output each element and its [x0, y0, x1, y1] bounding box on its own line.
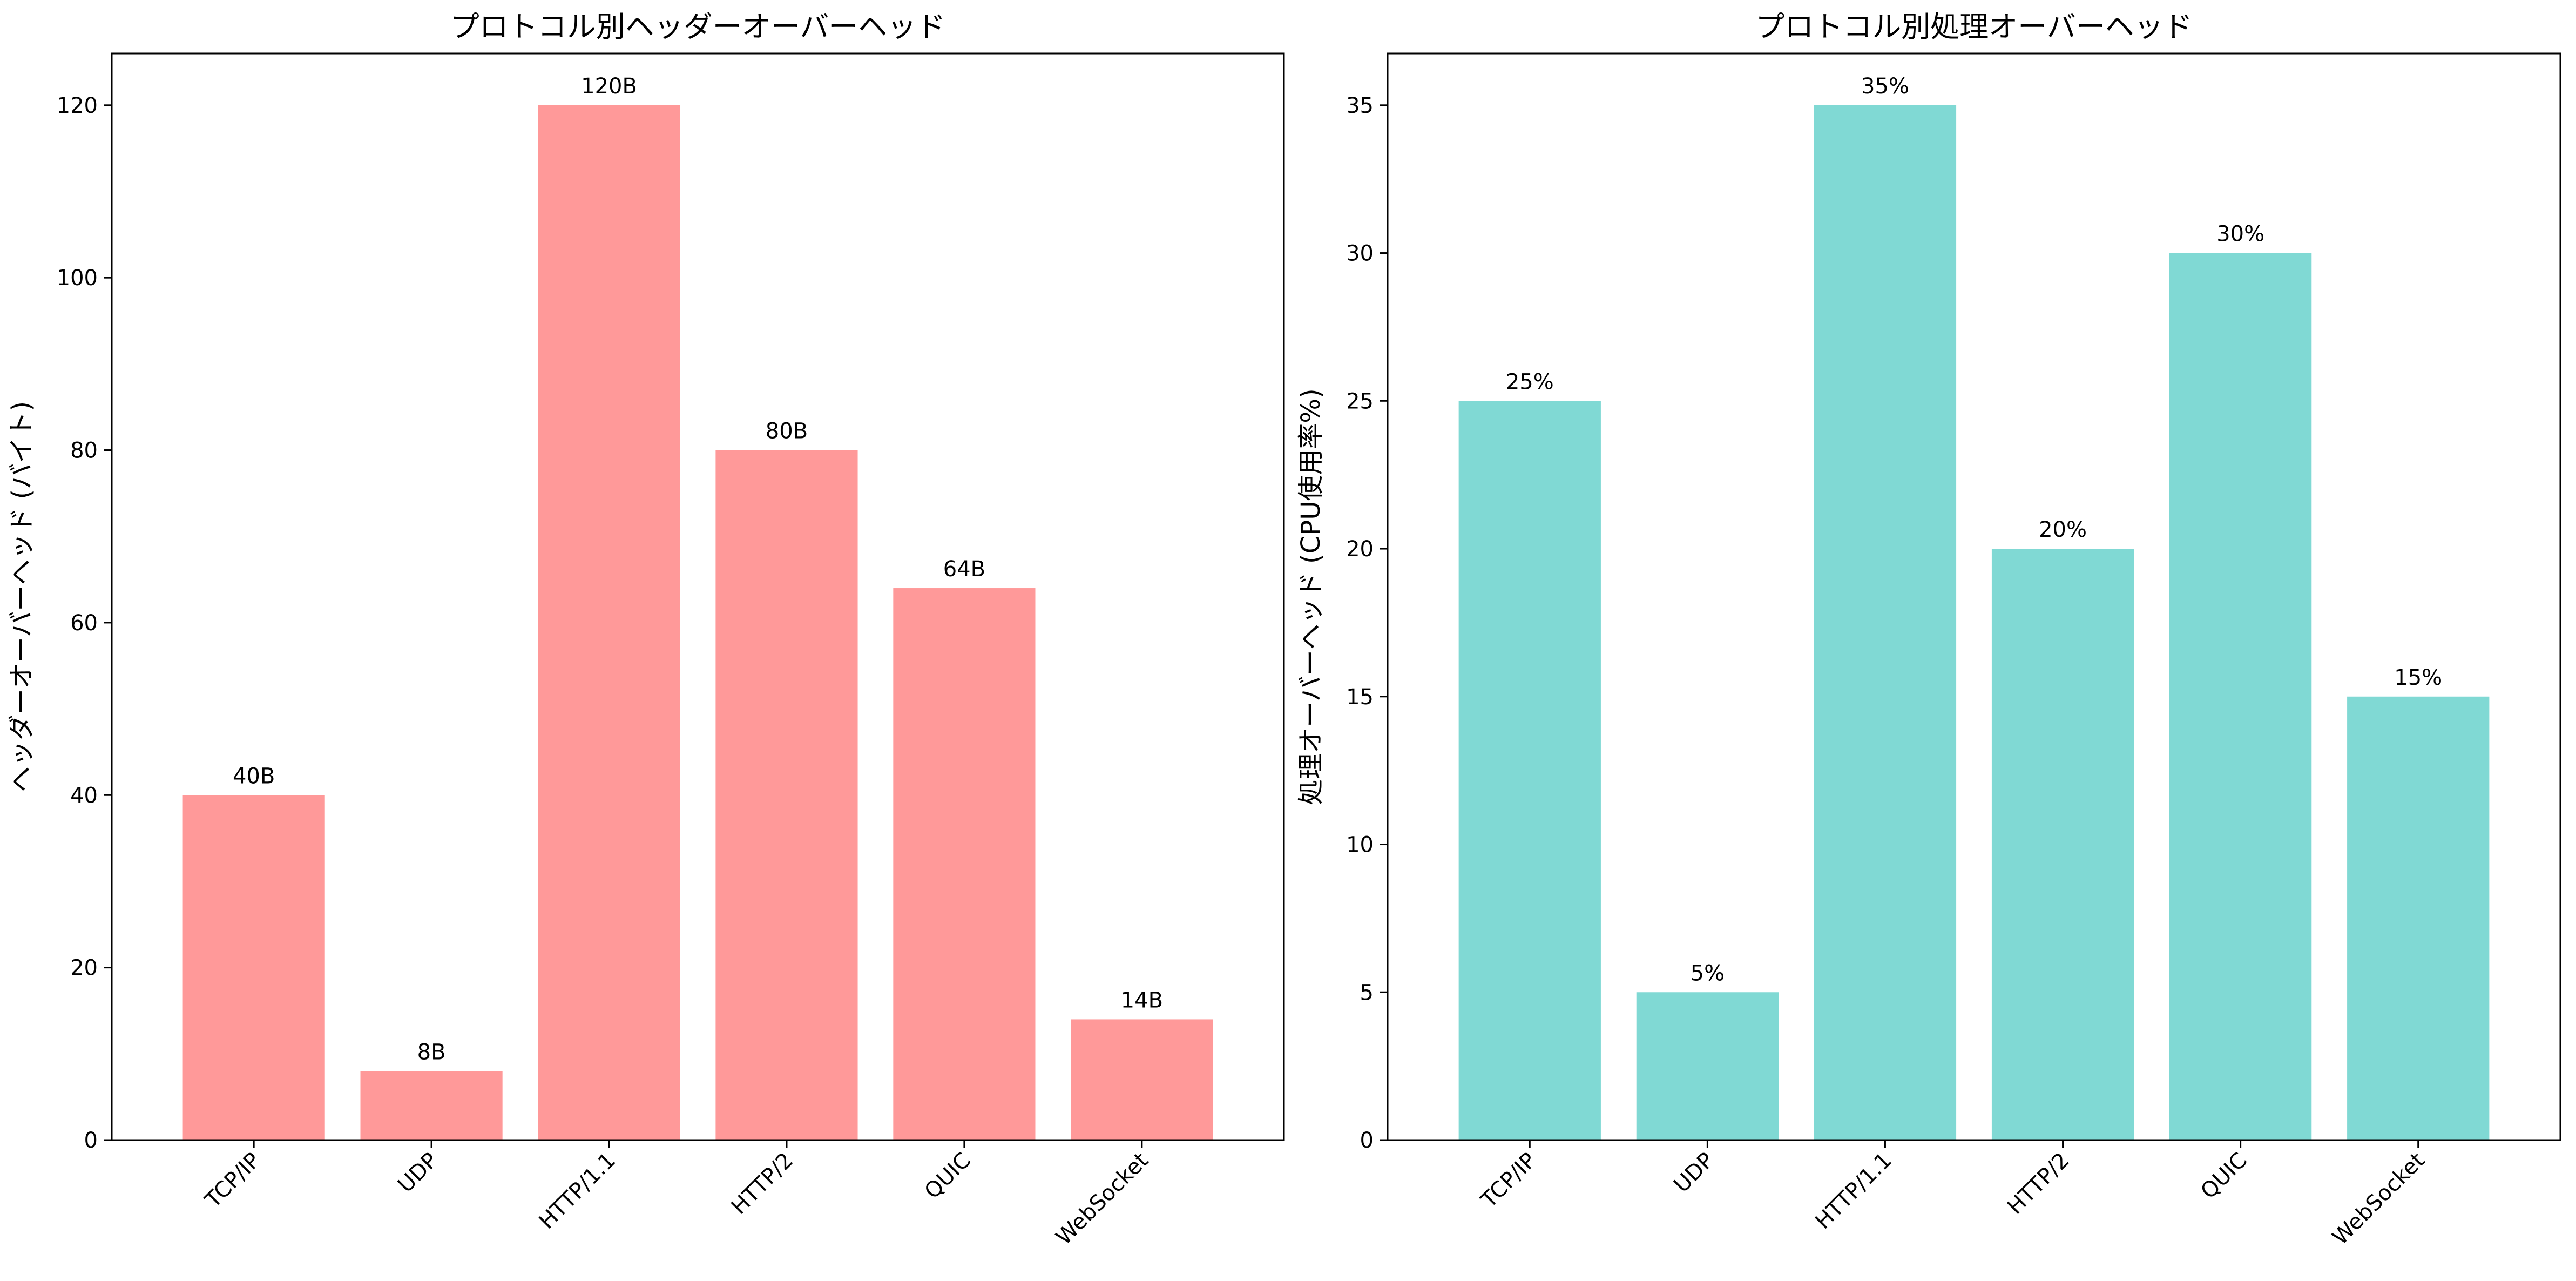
y-tick-label: 35	[1346, 93, 1374, 118]
bar-http-1-1	[538, 105, 680, 1140]
y-tick-label: 10	[1346, 833, 1374, 858]
bar-http-2	[715, 450, 858, 1140]
bar-websocket	[2347, 696, 2490, 1140]
value-label: 25%	[1506, 369, 1554, 394]
y-tick-group: 0 5 10 15 20 25 30 35	[1346, 93, 1388, 1153]
bar-tcp-ip	[182, 795, 325, 1140]
bar-quic	[2169, 253, 2312, 1140]
bar-udp	[360, 1071, 503, 1140]
chart-title: プロトコル別ヘッダーオーバーヘッド	[450, 10, 945, 44]
bar-group	[1458, 105, 2490, 1141]
value-label-group: 25% 5% 35% 20% 30% 15%	[1506, 74, 2442, 986]
y-tick-label: 25	[1346, 389, 1374, 414]
y-tick-label: 80	[70, 439, 98, 463]
value-label: 120B	[581, 74, 637, 99]
value-label: 40B	[233, 764, 275, 788]
value-label: 30%	[2216, 222, 2264, 247]
processing-overhead-chart: プロトコル別処理オーバーヘッド 処理オーバーヘッド (CPU使用率%) 25% 5…	[1296, 10, 2561, 1250]
value-label: 20%	[2039, 517, 2087, 542]
bar-http-2	[1991, 549, 2134, 1141]
y-tick-label: 0	[84, 1128, 98, 1153]
y-axis-label: ヘッダーオーバーヘッド (バイト)	[6, 401, 37, 792]
y-tick-label: 20	[70, 956, 98, 981]
y-tick-label: 15	[1346, 685, 1374, 710]
y-tick-label: 0	[1360, 1128, 1374, 1153]
y-tick-label: 40	[70, 783, 98, 808]
chart-title: プロトコル別処理オーバーヘッド	[1755, 10, 2192, 44]
value-label: 5%	[1691, 961, 1725, 986]
value-label: 80B	[766, 419, 808, 444]
value-label: 8B	[417, 1040, 446, 1064]
y-tick-label: 120	[57, 93, 98, 118]
bar-websocket	[1071, 1019, 1213, 1140]
plot-frame	[111, 52, 1285, 1141]
y-tick-label: 5	[1360, 980, 1374, 1005]
value-label-group: 40B 8B 120B 80B 64B 14B	[233, 74, 1163, 1064]
plot-frame	[1387, 52, 2561, 1141]
bar-http-1-1	[1814, 105, 1957, 1140]
value-label: 64B	[943, 557, 985, 582]
y-tick-label: 30	[1346, 241, 1374, 266]
bar-tcp-ip	[1458, 401, 1601, 1141]
y-tick-label: 20	[1346, 537, 1374, 562]
y-tick-label: 100	[57, 266, 98, 291]
bar-quic	[893, 588, 1036, 1140]
y-tick-group: 0 20 40 60 80 100 120	[57, 93, 112, 1153]
value-label: 35%	[1861, 74, 1909, 99]
y-axis-label: 処理オーバーヘッド (CPU使用率%)	[1296, 388, 1326, 805]
value-label: 14B	[1121, 988, 1163, 1013]
value-label: 15%	[2394, 665, 2442, 690]
y-tick-label: 60	[70, 611, 98, 636]
bar-udp	[1636, 992, 1779, 1140]
bar-group	[182, 105, 1213, 1140]
